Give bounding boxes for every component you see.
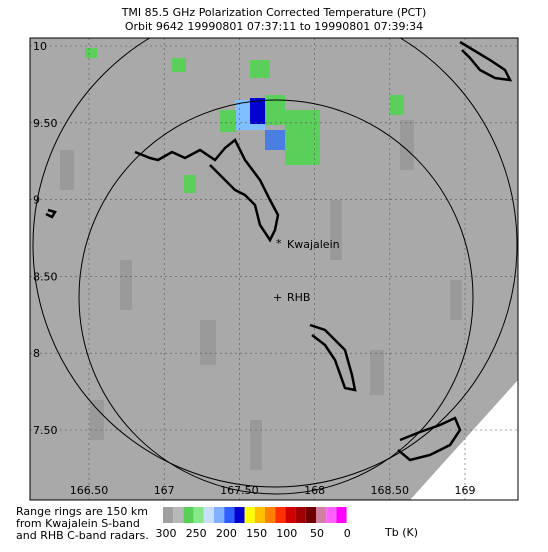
precip-patches (85, 48, 404, 193)
lat-label: 9.50 (33, 117, 58, 130)
footnote: and RHB C-band radars. (16, 529, 149, 542)
colorbar-label: 100 (276, 527, 297, 540)
colorbar-swatch (173, 507, 184, 523)
lat-label: 7.50 (33, 424, 58, 437)
colorbar-swatch (224, 507, 235, 523)
colorbar-label: 150 (246, 527, 267, 540)
colorbar-swatch (275, 507, 286, 523)
axis-labels: 10 9.50 9 8.50 8 7.50 166.50 167 167.50 168 168.50… (16, 40, 476, 542)
map-layer (30, 38, 518, 500)
lat-label: 8 (33, 347, 40, 360)
colorbar-label: 200 (216, 527, 237, 540)
place-label: RHB (287, 291, 310, 304)
title: TMI 85.5 GHz Polarization Corrected Temp… (121, 6, 427, 19)
colorbar-swatch (214, 507, 225, 523)
lat-label: 9 (33, 194, 40, 207)
place-label: Kwajalein (287, 238, 340, 251)
lon-label: 166.50 (70, 484, 109, 497)
colorbar-label: 0 (344, 527, 351, 540)
coastlines (45, 40, 513, 462)
colorbar-swatch (285, 507, 296, 523)
colorbar-swatch (316, 507, 327, 523)
colorbar-swatch (254, 507, 265, 523)
footnote: Range rings are 150 km (16, 505, 148, 518)
texture (60, 120, 462, 470)
lat-label: 8.50 (33, 270, 58, 283)
colorbar-swatch (336, 507, 347, 523)
colorbar-label: 50 (310, 527, 324, 540)
colorbar-swatch (193, 507, 204, 523)
lon-label: 168.50 (371, 484, 410, 497)
lat-label: 10 (33, 40, 47, 53)
subtitle: Orbit 9642 19990801 07:37:11 to 19990801… (125, 20, 423, 33)
range-ring (32, 38, 518, 488)
lon-label: 168 (304, 484, 325, 497)
colorbar-swatch (183, 507, 194, 523)
map-frame (29, 37, 519, 501)
marker: * (276, 237, 282, 250)
colorbar-swatch (244, 507, 255, 523)
colorbar-swatch (295, 507, 306, 523)
lon-label: 167 (154, 484, 175, 497)
colorbar-swatch (265, 507, 276, 523)
colorbar-label: 250 (186, 527, 207, 540)
colorbar-label: 300 (156, 527, 177, 540)
no-data-area (410, 380, 518, 500)
colorbar-swatch (163, 507, 174, 523)
marker: + (273, 291, 282, 304)
colorbar-swatch (326, 507, 337, 523)
colorbar-unit: Tb (K) (384, 526, 418, 539)
lon-label: 167.50 (220, 484, 259, 497)
lon-label: 169 (455, 484, 476, 497)
range-ring (78, 99, 474, 495)
graticule (30, 38, 518, 500)
colorbar-swatch (203, 507, 214, 523)
colorbar-swatch (234, 507, 245, 523)
colorbar-swatch (305, 507, 316, 523)
colorbar: 300 250 200 150 100 50 0 (156, 507, 351, 540)
footnote: from Kwajalein S-band (16, 517, 140, 530)
